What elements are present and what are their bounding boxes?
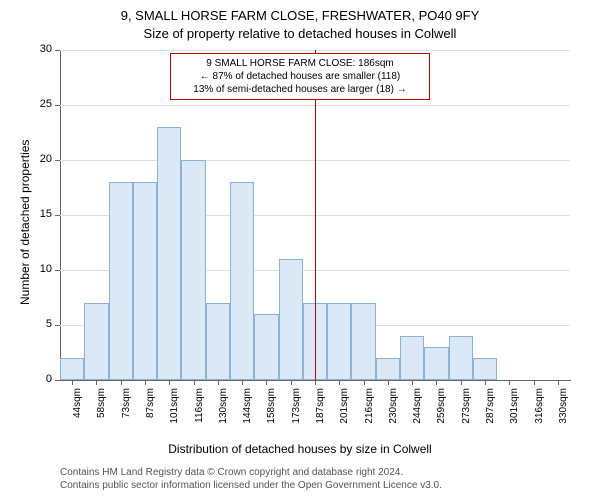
footer-line1: Contains HM Land Registry data © Crown c… [60, 466, 442, 479]
x-tick-mark [436, 380, 437, 385]
x-tick-label: 287sqm [485, 388, 496, 438]
x-tick-label: 244sqm [412, 388, 423, 438]
annotation-line: 13% of semi-detached houses are larger (… [177, 83, 423, 96]
y-tick-label: 10 [30, 263, 52, 275]
x-tick-label: 216sqm [364, 388, 375, 438]
x-tick-label: 230sqm [388, 388, 399, 438]
x-tick-mark [364, 380, 365, 385]
x-tick-mark [242, 380, 243, 385]
x-tick-label: 316sqm [534, 388, 545, 438]
histogram-bar [376, 358, 400, 380]
x-tick-mark [291, 380, 292, 385]
x-tick-label: 301sqm [509, 388, 520, 438]
y-tick-label: 5 [30, 318, 52, 330]
x-tick-label: 101sqm [169, 388, 180, 438]
x-tick-mark [534, 380, 535, 385]
histogram-bar [109, 182, 133, 380]
x-tick-label: 187sqm [315, 388, 326, 438]
y-tick-mark [55, 50, 60, 51]
annotation-line: ← 87% of detached houses are smaller (11… [177, 70, 423, 83]
histogram-bar [230, 182, 254, 380]
x-tick-mark [72, 380, 73, 385]
footer-line2: Contains public sector information licen… [60, 479, 442, 492]
x-tick-mark [509, 380, 510, 385]
y-tick-label: 20 [30, 153, 52, 165]
y-tick-mark [55, 215, 60, 216]
x-tick-mark [266, 380, 267, 385]
x-tick-label: 273sqm [461, 388, 472, 438]
y-tick-label: 15 [30, 208, 52, 220]
histogram-bar [157, 127, 181, 380]
histogram-bar [473, 358, 497, 380]
x-tick-mark [169, 380, 170, 385]
footer-text: Contains HM Land Registry data © Crown c… [60, 466, 442, 492]
x-tick-mark [461, 380, 462, 385]
histogram-bar [424, 347, 448, 380]
x-axis-label: Distribution of detached houses by size … [0, 442, 600, 456]
x-tick-mark [218, 380, 219, 385]
x-tick-mark [558, 380, 559, 385]
histogram-bar [279, 259, 303, 380]
x-tick-mark [145, 380, 146, 385]
x-tick-mark [96, 380, 97, 385]
y-tick-mark [55, 105, 60, 106]
y-tick-mark [55, 270, 60, 271]
histogram-bar [60, 358, 84, 380]
x-tick-label: 259sqm [436, 388, 447, 438]
histogram-bar [400, 336, 424, 380]
histogram-bar [181, 160, 205, 380]
x-tick-mark [121, 380, 122, 385]
histogram-bar [327, 303, 351, 380]
y-tick-label: 30 [30, 43, 52, 55]
histogram-bar [206, 303, 230, 380]
annotation-box: 9 SMALL HORSE FARM CLOSE: 186sqm← 87% of… [170, 53, 430, 100]
histogram-bar [84, 303, 108, 380]
x-tick-label: 173sqm [291, 388, 302, 438]
x-tick-label: 58sqm [96, 388, 107, 438]
x-tick-label: 87sqm [145, 388, 156, 438]
x-tick-mark [388, 380, 389, 385]
y-tick-mark [55, 325, 60, 326]
x-tick-label: 330sqm [558, 388, 569, 438]
histogram-bar [351, 303, 375, 380]
histogram-bar [254, 314, 278, 380]
x-tick-label: 158sqm [266, 388, 277, 438]
x-tick-mark [339, 380, 340, 385]
x-tick-mark [412, 380, 413, 385]
x-tick-label: 73sqm [121, 388, 132, 438]
histogram-bar [133, 182, 157, 380]
y-tick-mark [55, 160, 60, 161]
chart-title-line2: Size of property relative to detached ho… [0, 26, 600, 41]
x-tick-label: 44sqm [72, 388, 83, 438]
annotation-line: 9 SMALL HORSE FARM CLOSE: 186sqm [177, 57, 423, 70]
x-tick-label: 201sqm [339, 388, 350, 438]
x-tick-label: 116sqm [194, 388, 205, 438]
x-tick-mark [315, 380, 316, 385]
histogram-bar [449, 336, 473, 380]
x-tick-label: 130sqm [218, 388, 229, 438]
chart-title-line1: 9, SMALL HORSE FARM CLOSE, FRESHWATER, P… [0, 8, 600, 23]
x-tick-mark [485, 380, 486, 385]
y-tick-mark [55, 380, 60, 381]
y-tick-label: 0 [30, 373, 52, 385]
y-tick-label: 25 [30, 98, 52, 110]
x-tick-mark [194, 380, 195, 385]
x-tick-label: 144sqm [242, 388, 253, 438]
